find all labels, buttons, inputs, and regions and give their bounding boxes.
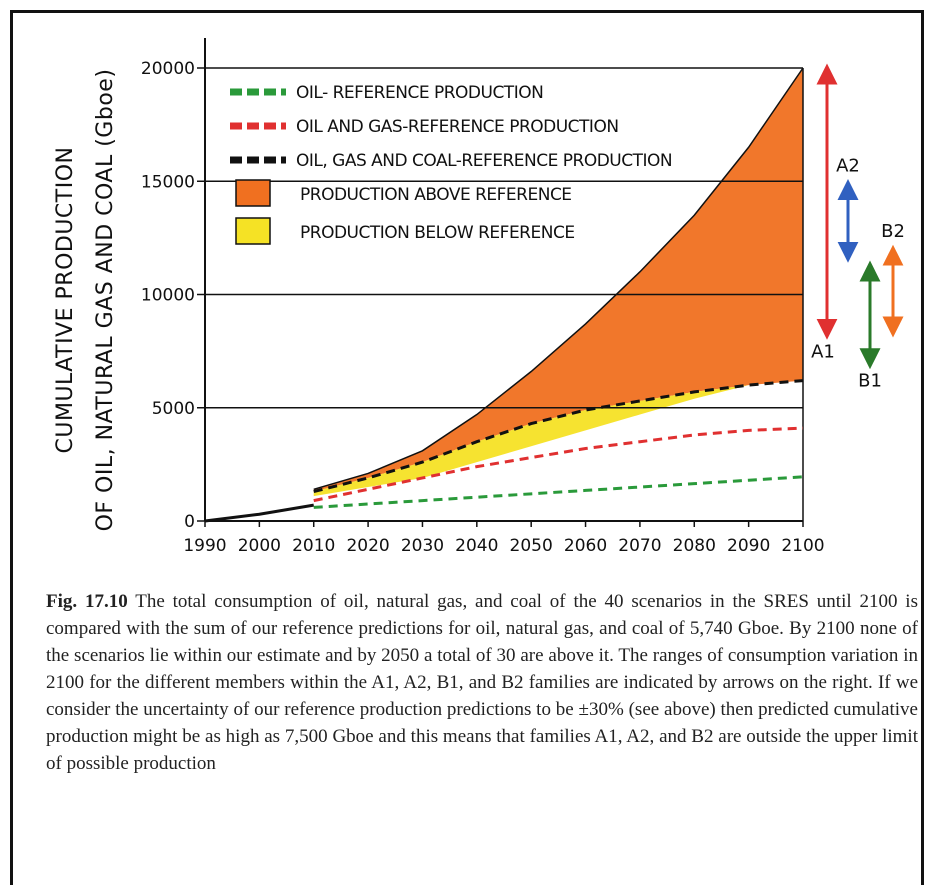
caption: Fig. 17.10 The total consumption of oil,… (46, 588, 918, 777)
y-tick-label: 5000 (152, 399, 195, 419)
x-tick-label: 2030 (401, 536, 444, 556)
x-tick-label: 2070 (618, 536, 661, 556)
y-axis-label: OF OIL, NATURAL GAS AND COAL (Gboe) (93, 69, 118, 532)
y-tick-label: 20000 (141, 59, 195, 79)
x-tick-label: 2080 (673, 536, 716, 556)
range-label: B1 (858, 371, 882, 392)
legend-label: PRODUCTION ABOVE REFERENCE (300, 185, 572, 205)
legend-swatch (235, 217, 271, 245)
area (313, 380, 803, 497)
range-label: A1 (811, 341, 835, 362)
range-label: B2 (881, 221, 905, 242)
figure-frame (10, 10, 924, 885)
legend-label: OIL, GAS AND COAL-REFERENCE PRODUCTION (296, 151, 672, 171)
line (313, 379, 804, 494)
y-tick-label: 0 (184, 512, 195, 532)
x-tick-label: 2010 (292, 536, 335, 556)
y-tick-label: 15000 (141, 172, 195, 192)
legend-label: OIL AND GAS-REFERENCE PRODUCTION (296, 117, 619, 137)
area (313, 68, 803, 492)
x-tick-label: 1990 (183, 536, 226, 556)
x-tick-label: 2040 (455, 536, 498, 556)
x-tick-label: 2100 (781, 536, 824, 556)
range-label: A2 (836, 156, 860, 177)
x-tick-label: 2060 (564, 536, 607, 556)
x-tick-label: 2020 (346, 536, 389, 556)
x-tick-label: 2050 (510, 536, 553, 556)
chart: CUMULATIVE PRODUCTION OF OIL, NATURAL GA… (53, 38, 905, 556)
x-tick-label: 2090 (727, 536, 770, 556)
area-edge (313, 67, 804, 491)
legend-label: OIL- REFERENCE PRODUCTION (296, 83, 543, 103)
line (313, 475, 804, 509)
caption-label: Fig. 17.10 (46, 591, 128, 612)
y-tick-label: 10000 (141, 286, 195, 306)
line (313, 426, 804, 503)
legend-swatch (235, 179, 271, 207)
y-axis-label: CUMULATIVE PRODUCTION (53, 147, 78, 454)
legend-label: PRODUCTION BELOW REFERENCE (300, 223, 575, 243)
caption-text: The total consumption of oil, natural ga… (46, 591, 918, 774)
x-tick-label: 2000 (238, 536, 281, 556)
line (204, 503, 314, 523)
